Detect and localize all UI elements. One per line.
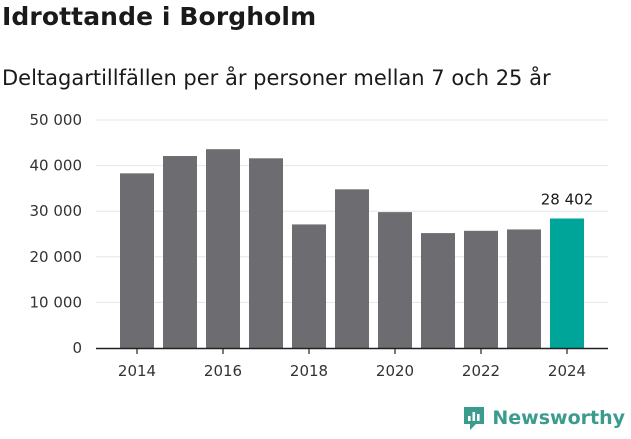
bar	[421, 233, 455, 348]
chart-title: Idrottande i Borgholm	[2, 2, 317, 31]
bar	[292, 224, 326, 348]
y-tick-label: 10 000	[30, 293, 83, 311]
bar	[378, 212, 412, 348]
x-tick-label: 2020	[376, 362, 414, 380]
bar	[464, 230, 498, 348]
bar-chart-logo-icon	[464, 407, 485, 430]
x-tick-label: 2014	[118, 362, 156, 380]
x-tick-label: 2024	[548, 362, 586, 380]
brand-name: Newsworthy	[492, 407, 625, 429]
bar	[249, 158, 283, 348]
y-tick-label: 30 000	[30, 202, 83, 220]
y-tick-label: 40 000	[30, 157, 83, 175]
y-tick-label: 0	[72, 339, 82, 357]
bar	[163, 156, 197, 348]
data-label: 28 402	[541, 190, 594, 208]
bar-highlight	[550, 218, 584, 348]
y-tick-label: 50 000	[30, 111, 83, 129]
x-tick-label: 2018	[290, 362, 328, 380]
bar	[120, 173, 154, 348]
x-tick-label: 2022	[462, 362, 500, 380]
brand-logo: Newsworthy	[462, 405, 625, 431]
bar	[335, 189, 369, 348]
bar	[206, 149, 240, 348]
chart-subtitle: Deltagartillfällen per år personer mella…	[2, 66, 551, 90]
y-tick-label: 20 000	[30, 248, 83, 266]
x-tick-label: 2016	[204, 362, 242, 380]
bar	[507, 229, 541, 348]
